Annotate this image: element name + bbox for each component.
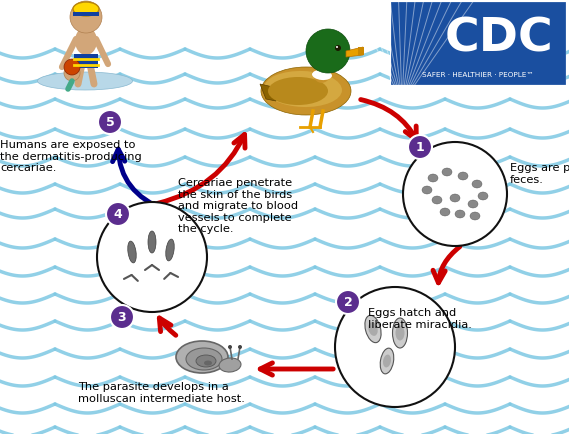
Polygon shape xyxy=(346,48,363,58)
Ellipse shape xyxy=(219,358,241,372)
Ellipse shape xyxy=(393,318,407,348)
Circle shape xyxy=(64,66,80,82)
Ellipse shape xyxy=(186,348,222,370)
Text: Eggs hatch and
liberate miracidia.: Eggs hatch and liberate miracidia. xyxy=(368,307,472,329)
Ellipse shape xyxy=(148,231,156,253)
Ellipse shape xyxy=(422,187,432,194)
Ellipse shape xyxy=(468,201,478,208)
Ellipse shape xyxy=(312,71,332,81)
Ellipse shape xyxy=(73,3,99,17)
Ellipse shape xyxy=(478,193,488,201)
Circle shape xyxy=(335,287,455,407)
Circle shape xyxy=(97,203,207,312)
Circle shape xyxy=(110,305,134,329)
Ellipse shape xyxy=(176,341,228,373)
Circle shape xyxy=(70,2,102,34)
Ellipse shape xyxy=(432,197,442,204)
Ellipse shape xyxy=(264,72,342,108)
Bar xyxy=(390,2,566,86)
Ellipse shape xyxy=(204,361,212,366)
Bar xyxy=(74,55,98,69)
Ellipse shape xyxy=(268,78,328,106)
Circle shape xyxy=(336,47,338,49)
Ellipse shape xyxy=(470,213,480,220)
Ellipse shape xyxy=(312,52,334,84)
Circle shape xyxy=(238,345,242,349)
Bar xyxy=(358,48,364,56)
Circle shape xyxy=(336,290,360,314)
Text: Cercariae penetrate
the skin of the birds
and migrate to blood
vessels to comple: Cercariae penetrate the skin of the bird… xyxy=(178,178,298,234)
Circle shape xyxy=(98,111,122,135)
Text: CDC: CDC xyxy=(444,16,553,62)
Ellipse shape xyxy=(455,210,465,218)
Text: Humans are exposed to
the dermatitis-producing
cercariae.: Humans are exposed to the dermatitis-pro… xyxy=(0,140,142,173)
Ellipse shape xyxy=(395,326,405,341)
Text: 1: 1 xyxy=(415,141,424,154)
Text: The parasite develops in a
molluscan intermediate host.: The parasite develops in a molluscan int… xyxy=(78,381,245,403)
Ellipse shape xyxy=(365,316,381,343)
Ellipse shape xyxy=(166,240,174,261)
Ellipse shape xyxy=(261,68,351,116)
Ellipse shape xyxy=(450,194,460,203)
Bar xyxy=(392,4,564,84)
Circle shape xyxy=(306,30,350,74)
Ellipse shape xyxy=(38,73,133,91)
Ellipse shape xyxy=(196,355,216,367)
Ellipse shape xyxy=(383,355,391,368)
Ellipse shape xyxy=(472,181,482,188)
Circle shape xyxy=(408,136,432,160)
Circle shape xyxy=(403,143,507,247)
Text: SAFER · HEALTHIER · PEOPLE™: SAFER · HEALTHIER · PEOPLE™ xyxy=(422,72,534,78)
Ellipse shape xyxy=(368,322,378,336)
Text: Eggs are passed in
feces.: Eggs are passed in feces. xyxy=(510,163,569,184)
Circle shape xyxy=(335,46,341,52)
Text: 2: 2 xyxy=(344,296,352,309)
Ellipse shape xyxy=(458,173,468,181)
Circle shape xyxy=(228,345,232,349)
Ellipse shape xyxy=(442,169,452,177)
Bar xyxy=(73,13,99,17)
Ellipse shape xyxy=(75,28,97,56)
Circle shape xyxy=(64,60,80,76)
Ellipse shape xyxy=(128,242,136,263)
Text: 5: 5 xyxy=(106,116,114,129)
Text: 4: 4 xyxy=(114,208,122,221)
Ellipse shape xyxy=(380,349,394,374)
Ellipse shape xyxy=(440,208,450,217)
Polygon shape xyxy=(260,85,276,102)
Text: 3: 3 xyxy=(118,311,126,324)
Circle shape xyxy=(106,203,130,227)
Ellipse shape xyxy=(428,174,438,183)
